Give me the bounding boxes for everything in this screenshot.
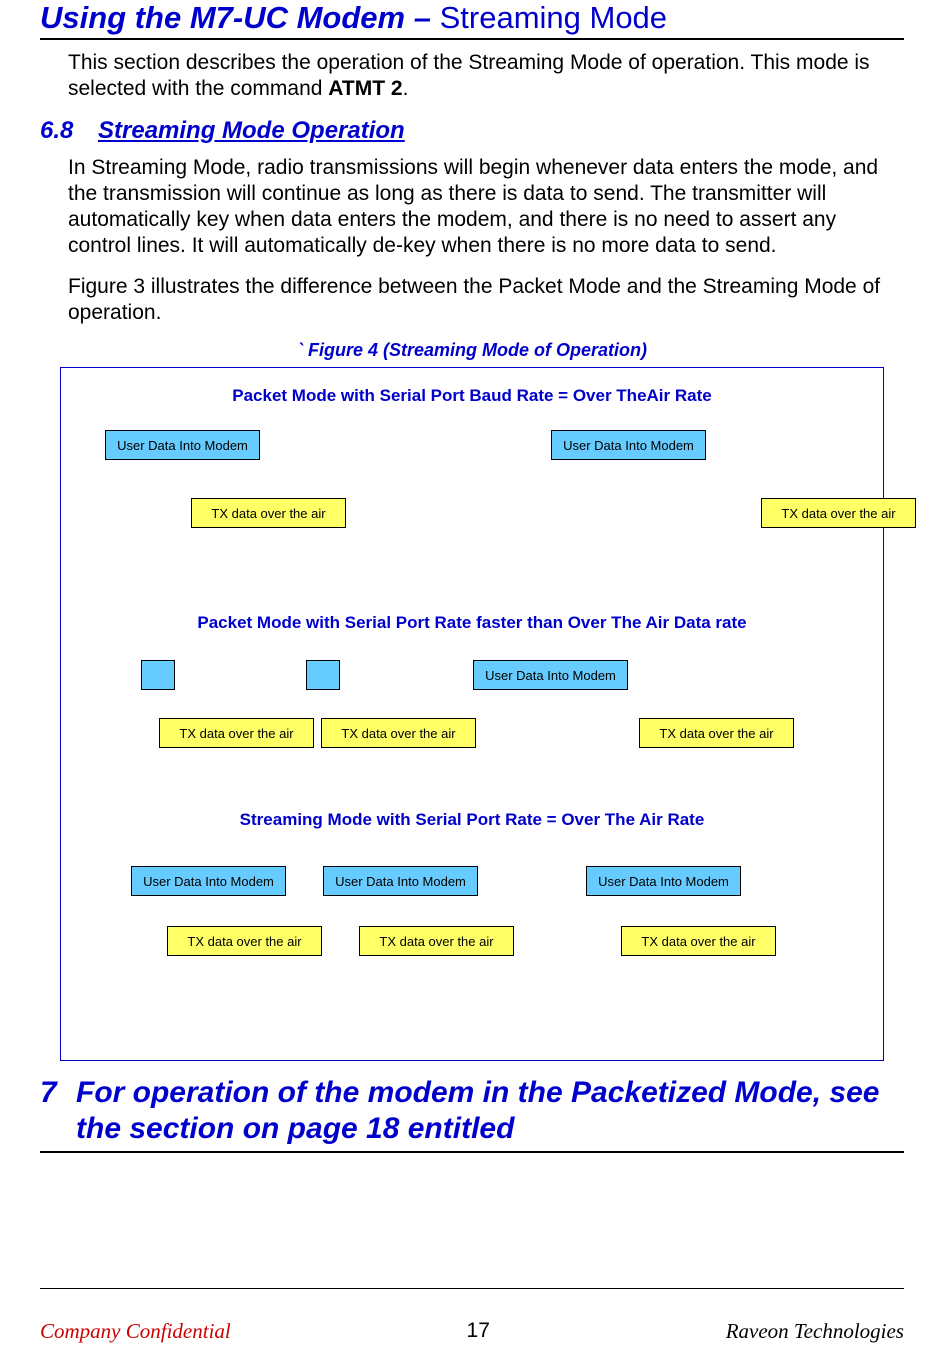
- userdata-box: User Data Into Modem: [323, 866, 478, 896]
- empty-userdata-box: [141, 660, 175, 690]
- intro-paragraph: This section describes the operation of …: [68, 50, 889, 103]
- userdata-box: User Data Into Modem: [131, 866, 286, 896]
- intro-text-before: This section describes the operation of …: [68, 51, 870, 100]
- empty-userdata-box: [306, 660, 340, 690]
- page-title-container: Using the M7-UC Modem – Streaming Mode: [40, 0, 904, 40]
- txdata-box: TX data over the air: [639, 718, 794, 748]
- txdata-box: TX data over the air: [761, 498, 916, 528]
- section-68-heading: 6.8Streaming Mode Operation: [40, 117, 904, 145]
- txdata-box: TX data over the air: [167, 926, 322, 956]
- userdata-box: User Data Into Modem: [473, 660, 628, 690]
- intro-text-after: .: [403, 77, 409, 100]
- title-italic: Using the M7-UC Modem –: [40, 0, 440, 35]
- chapter-number: 7: [40, 1075, 76, 1147]
- diagram-heading-2: Packet Mode with Serial Port Rate faster…: [61, 613, 883, 633]
- txdata-box: TX data over the air: [191, 498, 346, 528]
- intro-bold: ATMT 2: [328, 77, 402, 100]
- diagram-heading-1: Packet Mode with Serial Port Baud Rate =…: [61, 386, 883, 406]
- footer-confidential: Company Confidential: [40, 1319, 231, 1344]
- txdata-box: TX data over the air: [359, 926, 514, 956]
- userdata-box: User Data Into Modem: [551, 430, 706, 460]
- section-number: 6.8: [40, 117, 98, 145]
- figure-caption: ` Figure 4 (Streaming Mode of Operation): [40, 340, 904, 361]
- diagram-heading-3: Streaming Mode with Serial Port Rate = O…: [61, 810, 883, 830]
- footer-company: Raveon Technologies: [726, 1319, 904, 1344]
- chapter-text: For operation of the modem in the Packet…: [76, 1075, 904, 1147]
- page-footer: Company Confidential 17 Raveon Technolog…: [40, 1288, 904, 1344]
- section-title: Streaming Mode Operation: [98, 117, 405, 144]
- txdata-box: TX data over the air: [321, 718, 476, 748]
- section-68-para2: Figure 3 illustrates the difference betw…: [68, 274, 889, 327]
- txdata-box: TX data over the air: [621, 926, 776, 956]
- userdata-box: User Data Into Modem: [105, 430, 260, 460]
- chapter-7-heading: 7 For operation of the modem in the Pack…: [40, 1075, 904, 1153]
- section-68-para1: In Streaming Mode, radio transmissions w…: [68, 155, 889, 260]
- txdata-box: TX data over the air: [159, 718, 314, 748]
- title-normal: Streaming Mode: [440, 0, 667, 35]
- userdata-box: User Data Into Modem: [586, 866, 741, 896]
- figure-diagram: Packet Mode with Serial Port Baud Rate =…: [60, 367, 884, 1061]
- footer-page-number: 17: [467, 1319, 490, 1344]
